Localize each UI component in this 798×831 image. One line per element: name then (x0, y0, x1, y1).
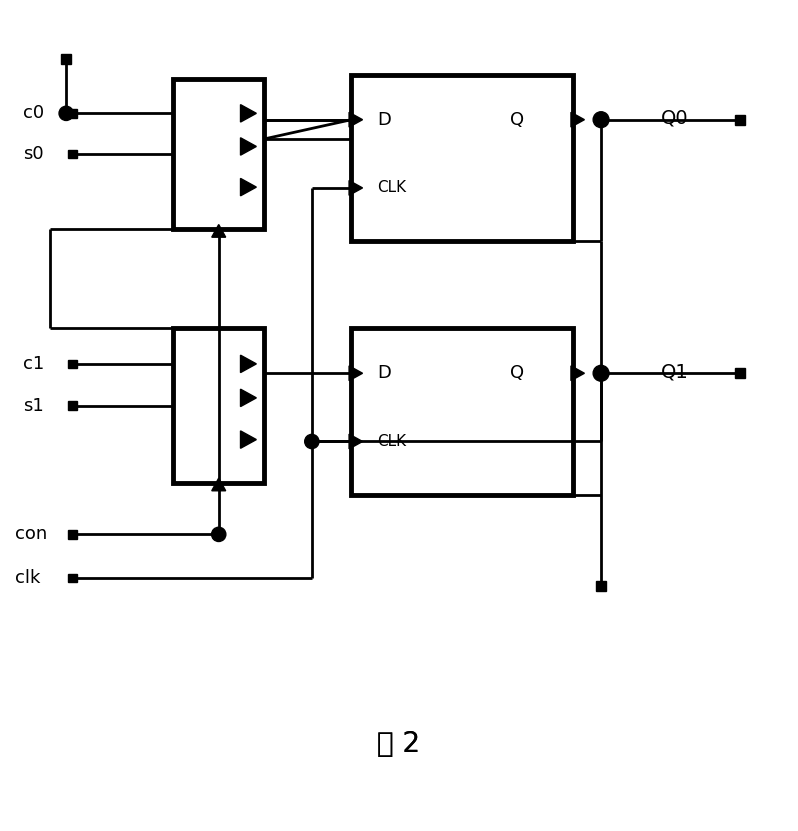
Text: D: D (377, 364, 392, 382)
Polygon shape (349, 180, 362, 195)
Text: CLK: CLK (377, 180, 407, 195)
Polygon shape (349, 366, 362, 381)
Text: c0: c0 (22, 105, 44, 122)
Polygon shape (571, 366, 584, 381)
Bar (351, 75, 573, 241)
Text: s0: s0 (22, 145, 43, 163)
Text: Q1: Q1 (661, 362, 688, 381)
Text: 图 2: 图 2 (377, 730, 421, 759)
Polygon shape (571, 112, 584, 127)
Text: CLK: CLK (377, 434, 407, 449)
Text: Q: Q (510, 111, 524, 129)
Bar (68, 150, 77, 159)
Polygon shape (349, 112, 362, 127)
Text: c1: c1 (22, 355, 44, 373)
Polygon shape (240, 105, 256, 122)
Polygon shape (211, 478, 226, 491)
Bar (68, 401, 77, 410)
Text: Q: Q (510, 364, 524, 382)
Text: 图 2: 图 2 (377, 730, 421, 759)
Polygon shape (240, 355, 256, 372)
Circle shape (593, 366, 609, 381)
Bar (173, 328, 264, 483)
Text: con: con (14, 525, 47, 543)
Bar (68, 530, 77, 538)
Polygon shape (211, 224, 226, 237)
Polygon shape (240, 430, 256, 448)
Bar (351, 328, 573, 494)
Text: Q0: Q0 (661, 109, 688, 128)
Bar (735, 368, 745, 378)
Text: clk: clk (14, 569, 40, 587)
Bar (68, 573, 77, 583)
Circle shape (211, 527, 226, 542)
Text: D: D (377, 111, 392, 129)
Circle shape (305, 435, 319, 449)
Bar (173, 79, 264, 229)
Bar (735, 115, 745, 125)
Polygon shape (240, 389, 256, 406)
Bar (61, 54, 71, 64)
Bar (68, 360, 77, 368)
Polygon shape (240, 179, 256, 196)
Polygon shape (349, 434, 362, 449)
Polygon shape (240, 138, 256, 155)
Circle shape (59, 106, 73, 120)
Bar (68, 109, 77, 118)
Circle shape (593, 111, 609, 128)
Text: s1: s1 (22, 396, 43, 415)
Bar (596, 581, 606, 591)
